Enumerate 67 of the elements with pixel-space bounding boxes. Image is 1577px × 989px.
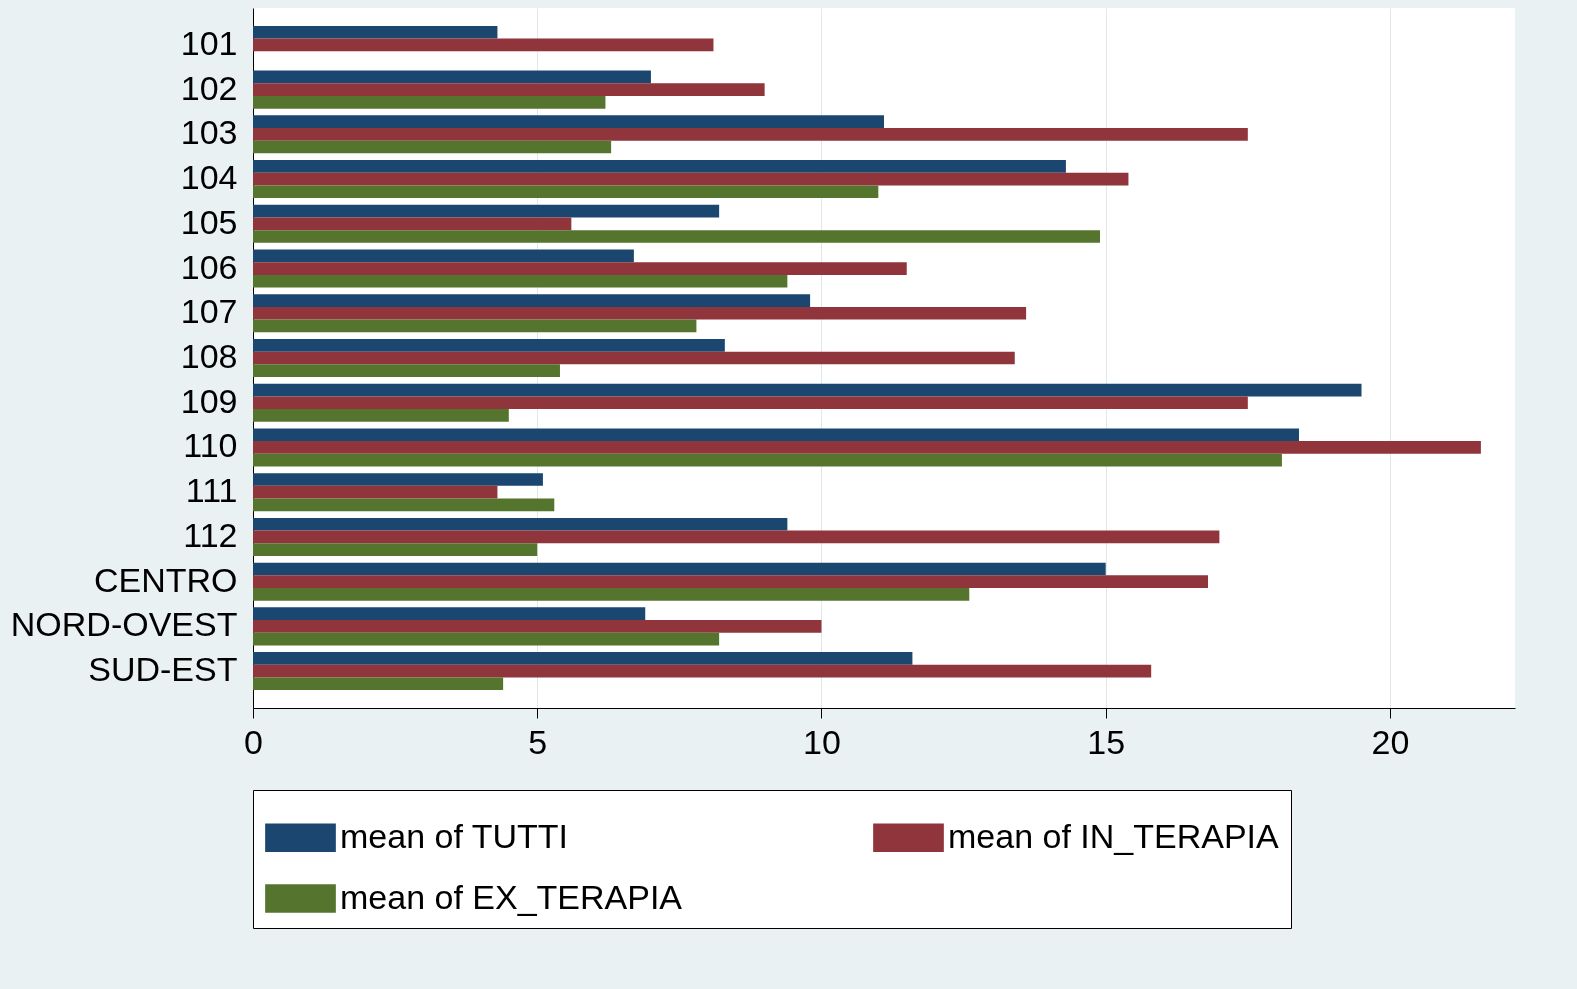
bar (253, 160, 1066, 173)
bar (253, 172, 1129, 186)
y-tick-label: 103 (180, 113, 238, 152)
bar (253, 473, 543, 486)
y-tick-label: 107 (180, 292, 238, 331)
bar (253, 498, 555, 512)
bar (253, 441, 1481, 454)
bar (253, 664, 1152, 678)
bar (253, 115, 884, 129)
y-tick-label: 101 (180, 23, 238, 62)
bar (253, 262, 907, 275)
y-tick-label: 102 (180, 68, 238, 107)
legend-label: mean of TUTTI (340, 816, 568, 855)
y-tick-label: 108 (180, 337, 238, 375)
bar (253, 319, 697, 333)
bar (253, 204, 720, 218)
x-tick-label: 15 (1087, 722, 1126, 761)
bar (253, 364, 560, 378)
bar (253, 95, 606, 109)
bar (253, 409, 509, 422)
bar (253, 140, 612, 154)
x-tick-label: 20 (1371, 722, 1410, 761)
bar (253, 428, 1299, 442)
y-tick-label: 105 (180, 202, 238, 241)
y-tick-label: 111 (185, 471, 238, 510)
bar (253, 230, 1101, 243)
bar (253, 620, 822, 633)
bar (253, 274, 788, 288)
y-tick-label: 110 (183, 426, 238, 465)
bar (253, 128, 1248, 141)
bar (253, 217, 572, 231)
bar (253, 38, 714, 52)
bar (253, 25, 498, 39)
y-tick-label: 109 (180, 381, 238, 420)
bar (253, 485, 498, 499)
y-tick-label: 106 (180, 247, 238, 286)
legend-label: mean of EX_TERAPIA (340, 877, 683, 916)
bar (253, 652, 913, 665)
y-tick-label: 104 (180, 158, 238, 197)
bar (253, 338, 725, 352)
x-tick-label: 5 (528, 722, 548, 761)
bar (253, 587, 970, 601)
bar (253, 83, 765, 96)
bar (253, 677, 504, 691)
y-tick-label: SUD-EST (88, 650, 238, 689)
bar (253, 351, 1015, 365)
bar (253, 294, 811, 307)
bar (253, 543, 538, 556)
bar (253, 453, 1282, 467)
bar (253, 517, 788, 531)
y-tick-label: 112 (183, 515, 238, 554)
bar (253, 70, 651, 84)
y-tick-label: CENTRO (93, 560, 238, 599)
x-tick-label: 10 (803, 722, 841, 761)
bar (253, 383, 1362, 397)
bar (253, 306, 1027, 320)
bar (253, 249, 634, 263)
bar (253, 575, 1209, 588)
x-tick-label: 0 (244, 722, 263, 761)
bar (253, 530, 1220, 544)
legend-label: mean of IN_TERAPIA (948, 816, 1280, 855)
bar (253, 607, 646, 621)
bar (253, 632, 720, 646)
bar (253, 185, 879, 199)
bar (253, 562, 1106, 576)
y-tick-label: NORD-OVEST (10, 605, 238, 644)
bar (253, 396, 1248, 410)
